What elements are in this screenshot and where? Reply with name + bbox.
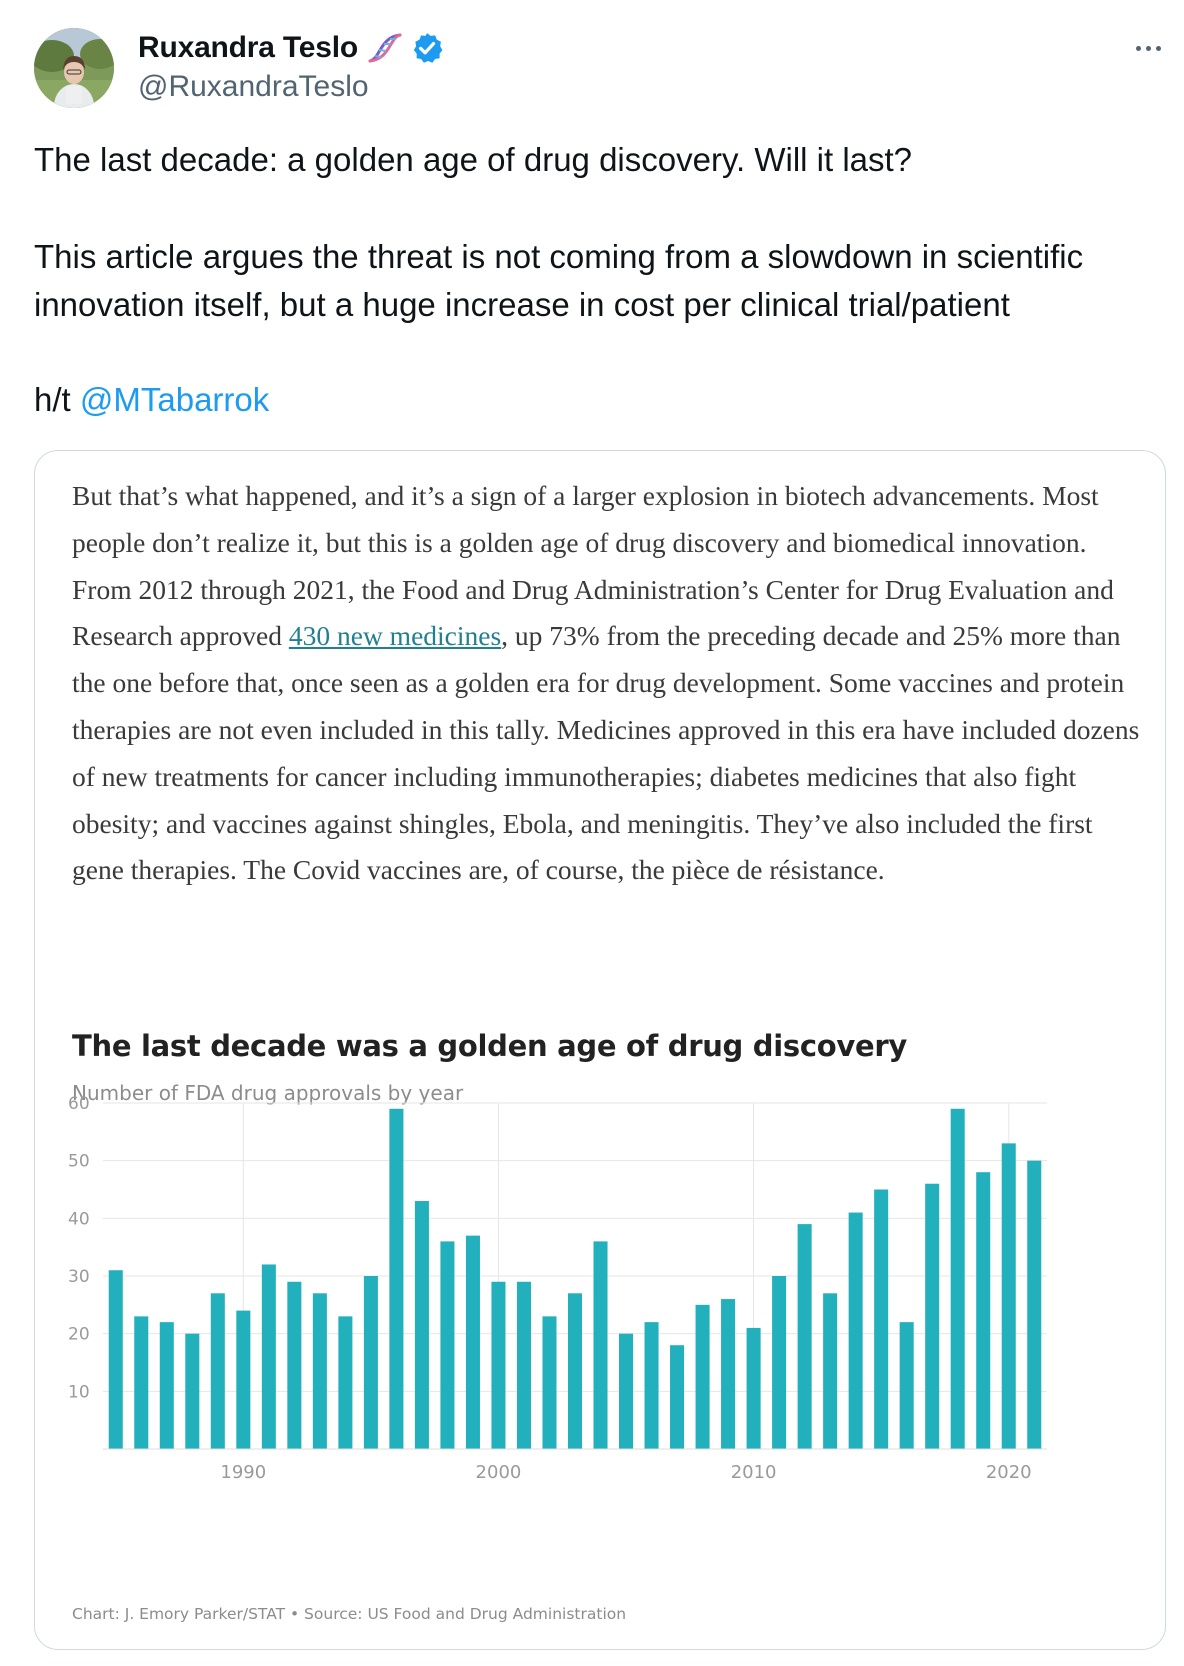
x-tick-label-2020: 2020 <box>986 1462 1032 1483</box>
bar-1996 <box>389 1108 404 1449</box>
bar-2002 <box>542 1316 557 1449</box>
x-tick-label-2000: 2000 <box>476 1462 522 1483</box>
chart-source: Chart: J. Emory Parker/STAT • Source: US… <box>72 1605 627 1623</box>
bar-2020 <box>1001 1143 1016 1449</box>
hat-tip-prefix: h/t <box>34 381 71 418</box>
bar-2021 <box>1027 1160 1042 1449</box>
y-tick-label-40: 40 <box>68 1209 90 1229</box>
bar-2016 <box>899 1322 914 1449</box>
bar-2015 <box>874 1189 889 1449</box>
bar-chart: 10 20 30 40 50 60 1990 2000 2010 2020 <box>68 1094 1047 1483</box>
tweet-hat-tip: h/t @MTabarrok <box>34 376 1164 424</box>
bar-1985 <box>108 1270 123 1449</box>
y-tick-label-60: 60 <box>68 1094 90 1114</box>
bar-2014 <box>848 1212 863 1449</box>
bar-2008 <box>695 1304 710 1449</box>
bar-1988 <box>185 1333 200 1449</box>
bar-1991 <box>261 1264 276 1449</box>
bar-1998 <box>440 1241 455 1449</box>
bar-1986 <box>134 1316 149 1449</box>
bar-1995 <box>363 1276 378 1449</box>
bar-1992 <box>287 1281 302 1449</box>
bar-2006 <box>644 1322 659 1449</box>
avatar[interactable] <box>34 28 114 108</box>
tweet-text-line-1: The last decade: a golden age of drug di… <box>34 141 913 178</box>
tweet-text-line-2: This article argues the threat is not co… <box>34 238 1084 323</box>
author-name-row[interactable]: Ruxandra Teslo <box>138 28 444 68</box>
article-text-after-link: , up 73% from the preceding decade and 2… <box>72 620 1140 886</box>
bar-2017 <box>925 1183 940 1449</box>
bar-2005 <box>619 1333 634 1449</box>
bar-2013 <box>823 1293 838 1449</box>
chart-subtitle: Number of FDA drug approvals by year <box>72 1081 464 1105</box>
bar-2011 <box>772 1276 787 1449</box>
x-tick-label-2010: 2010 <box>731 1462 777 1483</box>
bar-2012 <box>797 1224 812 1449</box>
bar-2000 <box>491 1281 506 1449</box>
y-tick-label-50: 50 <box>68 1152 90 1172</box>
y-tick-label-10: 10 <box>68 1382 90 1402</box>
media-card[interactable]: But that’s what happened, and it’s a sig… <box>34 450 1166 1650</box>
bar-2009 <box>721 1299 736 1449</box>
x-tick-label-1990: 1990 <box>220 1462 266 1483</box>
y-tick-label-30: 30 <box>68 1267 90 1287</box>
bar-2001 <box>516 1281 531 1449</box>
y-tick-label-20: 20 <box>68 1325 90 1345</box>
more-options-icon[interactable] <box>1128 38 1168 58</box>
verified-badge-icon[interactable] <box>410 31 444 65</box>
article-text-before-link: But that’s what happened, and it’s a sig… <box>72 480 1114 652</box>
bar-2019 <box>976 1172 991 1449</box>
bar-1997 <box>414 1201 429 1449</box>
bar-1990 <box>236 1310 251 1449</box>
bar-1987 <box>159 1322 174 1449</box>
dna-icon <box>366 31 404 65</box>
article-link[interactable]: 430 new medicines <box>288 620 502 652</box>
author-handle[interactable]: @RuxandraTeslo <box>138 70 369 103</box>
bar-2003 <box>567 1293 583 1449</box>
bar-1994 <box>338 1316 353 1449</box>
article-excerpt: But that’s what happened, and it’s a sig… <box>72 473 1142 894</box>
avatar-photo <box>34 28 114 108</box>
bar-2007 <box>670 1345 685 1449</box>
bar-1999 <box>465 1235 480 1449</box>
bar-2010 <box>746 1327 761 1449</box>
author-display-name[interactable]: Ruxandra Teslo <box>138 31 359 64</box>
bar-1993 <box>312 1293 327 1449</box>
chart-title: The last decade was a golden age of drug… <box>72 1029 907 1063</box>
bar-1989 <box>210 1293 225 1449</box>
mention-link[interactable]: @MTabarrok <box>79 381 270 418</box>
bar-2004 <box>593 1241 608 1449</box>
bar-2018 <box>950 1108 965 1449</box>
